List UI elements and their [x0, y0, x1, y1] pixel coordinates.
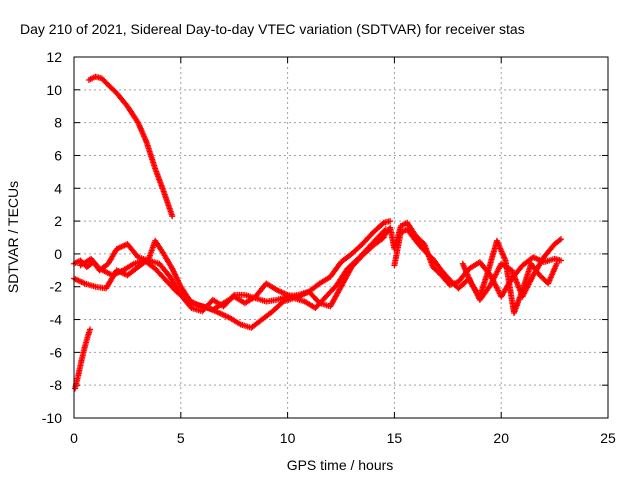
y-tick-label: -4 — [50, 312, 63, 328]
data-point — [169, 213, 176, 220]
grid-lines — [74, 57, 608, 418]
y-tick-label: -10 — [42, 410, 62, 426]
x-axis-label: GPS time / hours — [287, 457, 394, 473]
y-tick-label: -6 — [50, 344, 63, 360]
y-tick-label: -2 — [50, 279, 63, 295]
data-point — [558, 257, 565, 264]
data-point — [556, 237, 563, 244]
data-point — [558, 236, 565, 243]
data-point — [553, 260, 560, 267]
x-tick-label: 20 — [493, 430, 509, 446]
plot-frame — [73, 56, 609, 419]
x-tick-label: 0 — [70, 430, 78, 446]
y-tick-label: 6 — [54, 147, 62, 163]
x-tick-label: 15 — [387, 430, 403, 446]
y-tick-label: 10 — [46, 82, 62, 98]
y-axis-label: SDTVAR / TECUs — [5, 181, 21, 293]
x-tick-label: 25 — [600, 430, 616, 446]
y-tick-label: -8 — [50, 377, 63, 393]
chart-title: Day 210 of 2021, Sidereal Day-to-day VTE… — [20, 21, 525, 37]
data-points — [71, 73, 565, 392]
x-tick-label: 5 — [177, 430, 185, 446]
x-tick-label: 10 — [280, 430, 296, 446]
y-tick-label: 4 — [54, 180, 62, 196]
y-tick-label: 12 — [46, 49, 62, 65]
data-point — [387, 218, 394, 225]
data-point — [87, 326, 94, 333]
y-tick-label: 8 — [54, 115, 62, 131]
y-tick-label: 0 — [54, 246, 62, 262]
y-tick-label: 2 — [54, 213, 62, 229]
axis-ticks — [73, 56, 609, 419]
